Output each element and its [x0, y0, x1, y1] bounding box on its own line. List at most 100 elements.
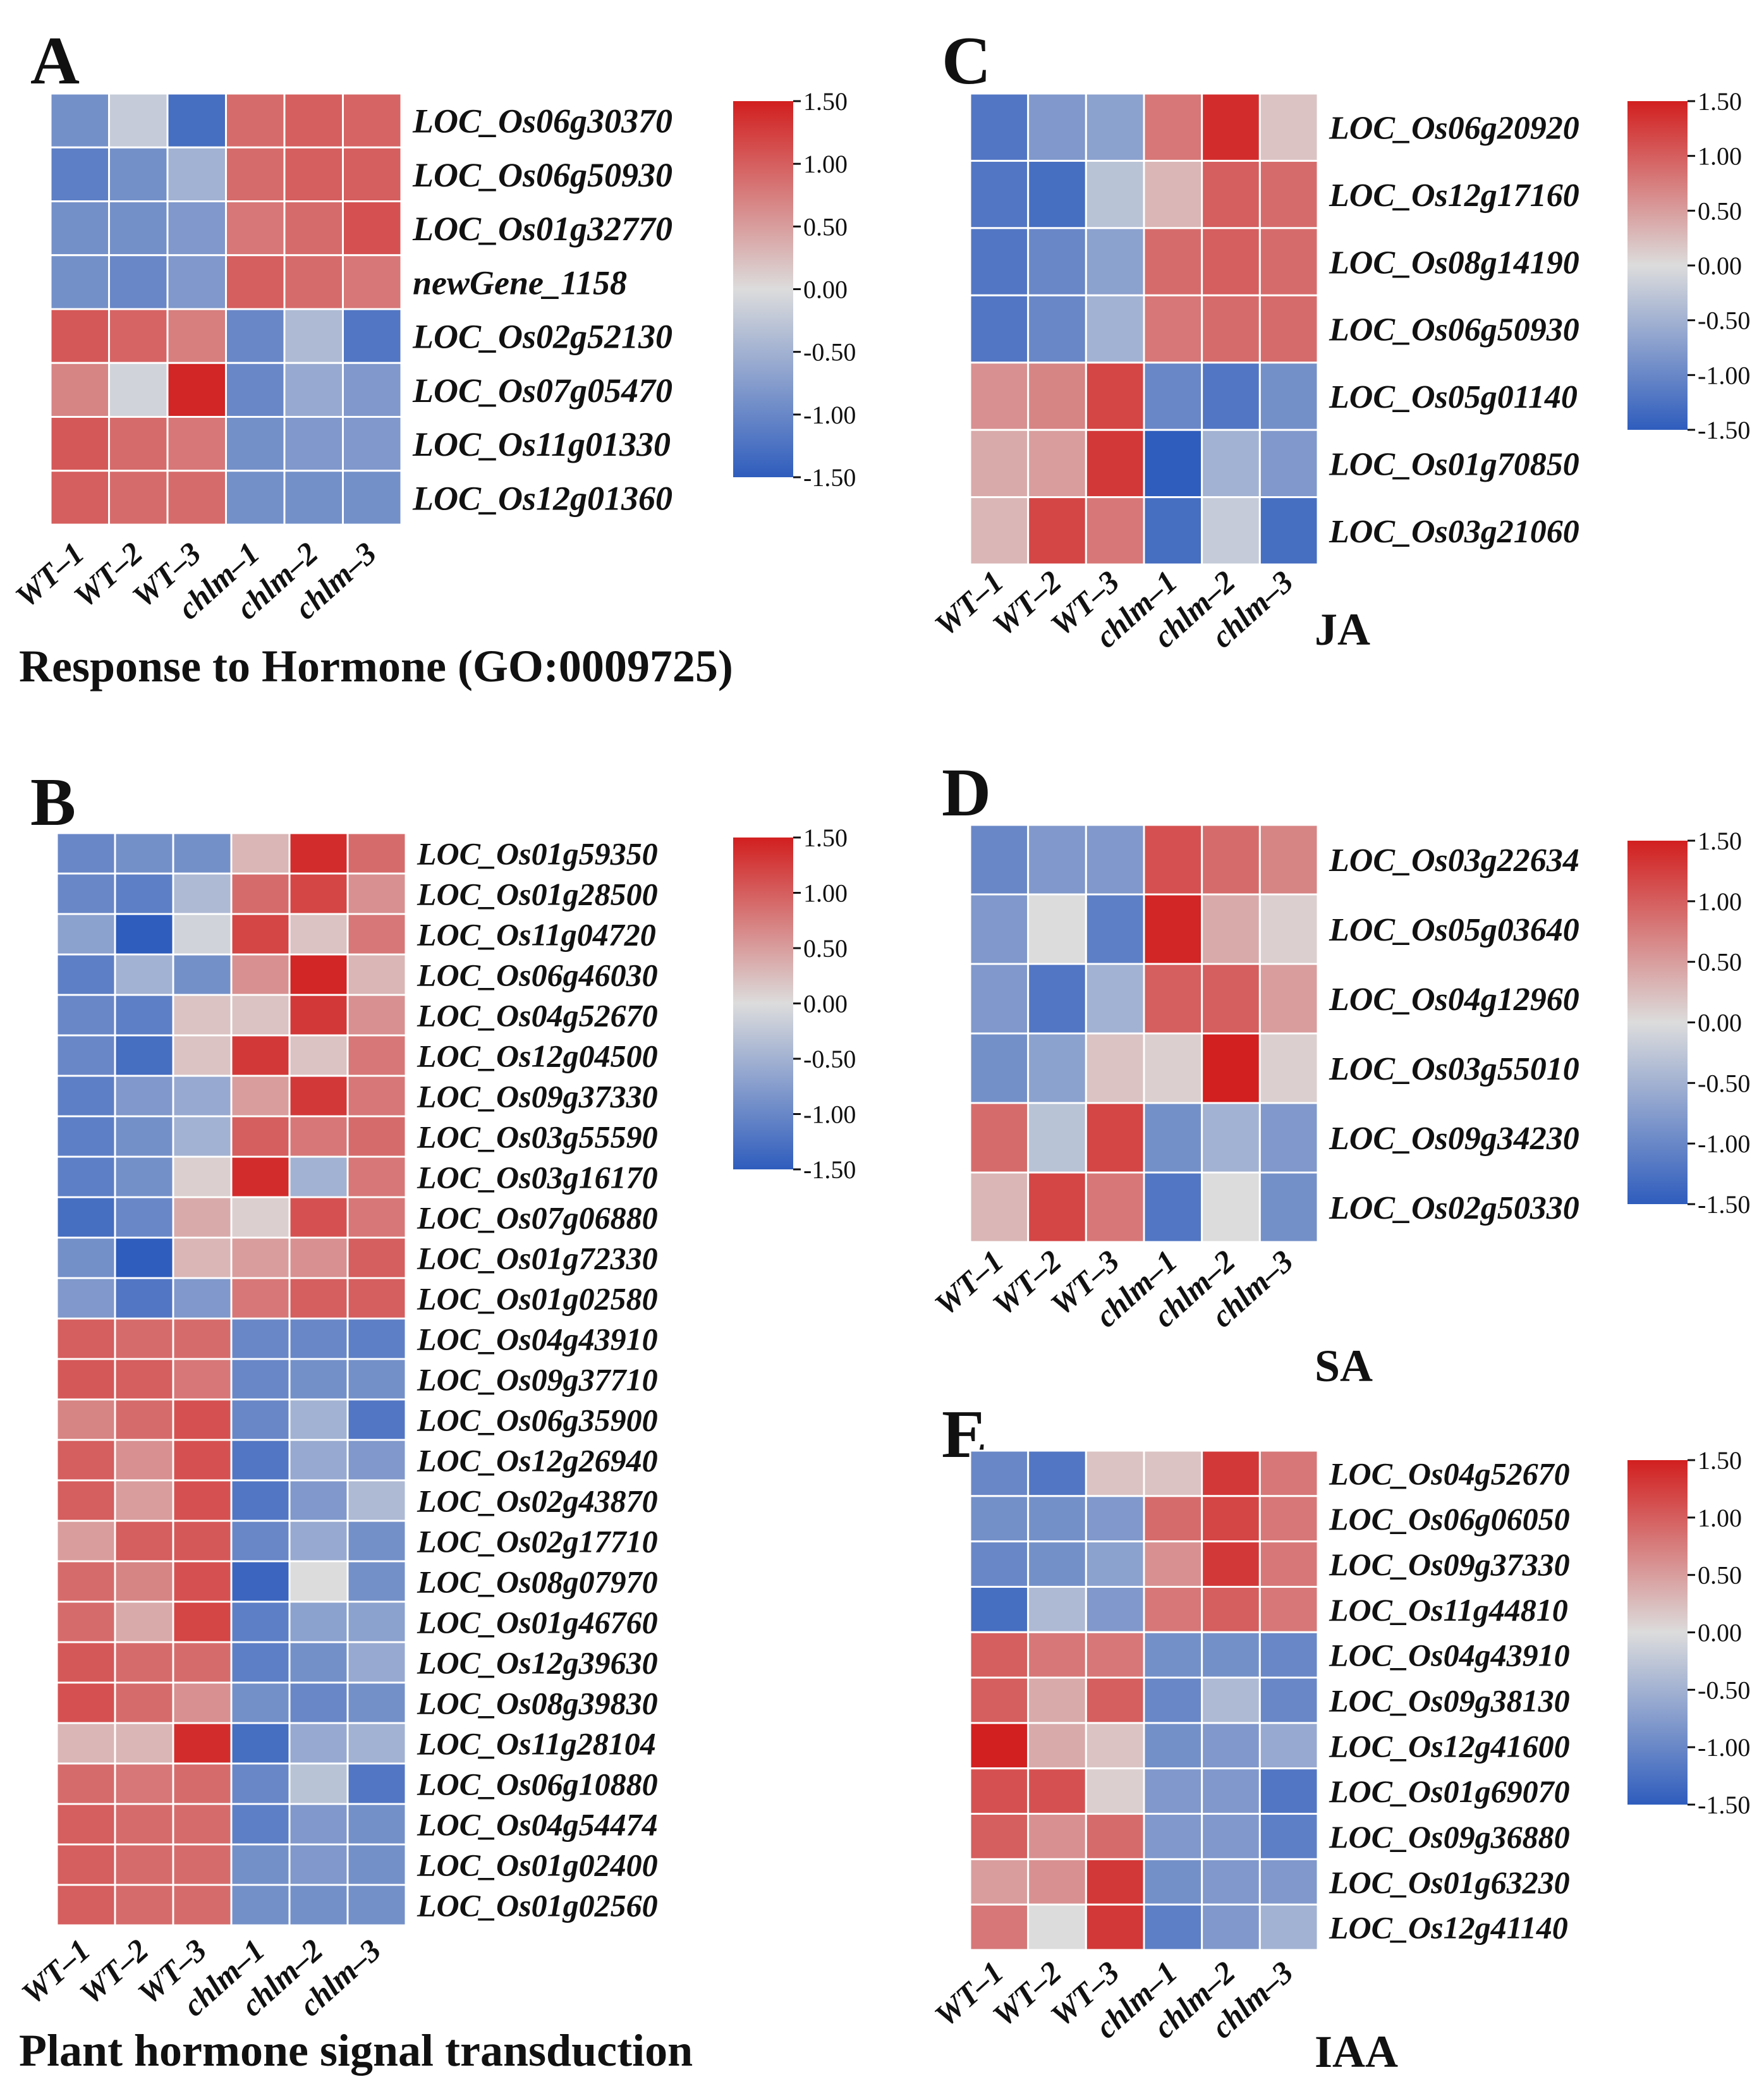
heatmap-cell [172, 1681, 233, 1724]
heatmap-cell [283, 470, 344, 526]
colorbar-tick-label: -1.00 [803, 1100, 856, 1129]
heatmap-cell [230, 1843, 291, 1886]
heatmap-cell [1201, 1767, 1261, 1815]
row-label: LOC_Os11g04720 [417, 917, 656, 953]
heatmap-cell [225, 92, 286, 149]
heatmap-cell [1027, 824, 1087, 896]
heatmap-cell [1258, 294, 1319, 364]
row-label: LOC_Os01g02580 [417, 1281, 658, 1317]
heatmap-cell [1201, 1102, 1261, 1174]
heatmap-cell [1085, 362, 1145, 431]
row-label: LOC_Os03g55590 [417, 1119, 658, 1155]
colorbar-tick-label: 1.00 [803, 150, 848, 178]
heatmap-cell [56, 1843, 116, 1886]
heatmap-cell [1085, 1495, 1145, 1543]
heatmap-cell [288, 1681, 349, 1724]
panel-letter: C [942, 23, 991, 99]
heatmap-cell [1143, 362, 1203, 431]
heatmap-cell [114, 1317, 174, 1360]
heatmap-cell [288, 1398, 349, 1441]
heatmap-cell [56, 1236, 116, 1279]
heatmap-cell [1258, 963, 1319, 1035]
heatmap-cell [225, 200, 286, 257]
heatmap-cell [56, 1398, 116, 1441]
heatmap-cell [288, 1075, 349, 1118]
heatmap-cell [1258, 1767, 1319, 1815]
heatmap-cell [1201, 1495, 1261, 1543]
heatmap-cell [56, 1439, 116, 1482]
heatmap-cell [114, 1236, 174, 1279]
heatmap-cell [969, 1767, 1030, 1815]
column-label: WT–1 [928, 1954, 1010, 2033]
heatmap-cell [230, 1196, 291, 1239]
heatmap-cell [56, 1884, 116, 1927]
heatmap-cell [108, 416, 169, 472]
colorbar-tick-label: -1.00 [1698, 361, 1750, 389]
heatmap-cell [1085, 1631, 1145, 1679]
row-label: LOC_Os04g43910 [1329, 1638, 1570, 1673]
heatmap-cell [1258, 1858, 1319, 1906]
colorbar [1627, 101, 1688, 430]
heatmap-cell [969, 1858, 1030, 1906]
heatmap-cell [108, 254, 169, 310]
heatmap-cell [114, 832, 174, 875]
heatmap-cell [114, 913, 174, 956]
heatmap-cell [1085, 1676, 1145, 1724]
heatmap-cell [172, 1439, 233, 1482]
row-label: LOC_Os03g55010 [1329, 1051, 1579, 1087]
heatmap-cell [283, 146, 344, 202]
heatmap-cell [1143, 1858, 1203, 1906]
heatmap-cell [114, 1479, 174, 1522]
heatmap-cell [1027, 1171, 1087, 1243]
heatmap-cell [1143, 1631, 1203, 1679]
heatmap-cell [1143, 1449, 1203, 1497]
colorbar-tick-label: 0.00 [1698, 252, 1742, 280]
panel-title: JA [1315, 604, 1370, 655]
heatmap-cell [346, 994, 407, 1037]
heatmap-cell [172, 913, 233, 956]
heatmap-cell [1201, 1032, 1261, 1104]
heatmap-cell [1143, 1171, 1203, 1243]
heatmap-cell [225, 362, 286, 418]
colorbar-tick-label: -1.00 [803, 401, 856, 429]
heatmap-cell [1258, 1540, 1319, 1588]
heatmap-cell [1143, 1495, 1203, 1543]
heatmap-cell [1027, 159, 1087, 229]
row-label: LOC_Os07g06880 [417, 1200, 658, 1236]
heatmap-cell [230, 1317, 291, 1360]
heatmap-cell [1258, 159, 1319, 229]
heatmap-cell [1201, 1722, 1261, 1770]
heatmap-cell [342, 416, 403, 472]
heatmap-cell [166, 146, 227, 202]
panel-title: Response to Hormone (GO:0009725) [19, 641, 733, 692]
heatmap-cell [225, 308, 286, 364]
panel-title: IAA [1315, 2026, 1398, 2077]
row-label: LOC_Os12g41600 [1329, 1728, 1570, 1764]
heatmap-cell [342, 254, 403, 310]
colorbar-tick-label: -0.50 [803, 338, 856, 367]
heatmap-cell [1085, 496, 1145, 566]
heatmap-cell [288, 1277, 349, 1320]
colorbar-tick-label: 0.50 [1698, 197, 1742, 225]
row-label: LOC_Os12g26940 [417, 1443, 658, 1478]
heatmap-cell [1258, 1449, 1319, 1497]
heatmap-cell [346, 1722, 407, 1765]
heatmap-cell [56, 1034, 116, 1077]
heatmap-cell [969, 1540, 1030, 1588]
row-label: LOC_Os11g28104 [417, 1726, 656, 1762]
heatmap-cell [172, 1277, 233, 1320]
heatmap-cell [969, 92, 1030, 162]
heatmap-cell [342, 362, 403, 418]
heatmap-cell [114, 1843, 174, 1886]
heatmap-cell [1201, 1449, 1261, 1497]
heatmap-cell [1085, 1767, 1145, 1815]
heatmap-cell [1201, 92, 1261, 162]
heatmap-cell [114, 1075, 174, 1118]
colorbar-tick-label: 0.00 [803, 276, 848, 304]
heatmap-cell [56, 1317, 116, 1360]
heatmap-cell [172, 1317, 233, 1360]
heatmap-cell [1143, 1585, 1203, 1633]
heatmap-cell [288, 1843, 349, 1886]
heatmap-cell [114, 1196, 174, 1239]
heatmap-cell [1027, 1585, 1087, 1633]
